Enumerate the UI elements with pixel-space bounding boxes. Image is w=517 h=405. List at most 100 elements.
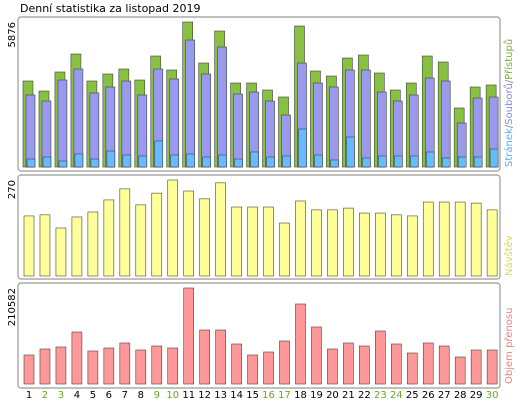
bar xyxy=(438,201,450,277)
legend: Objem přenosu xyxy=(503,308,515,384)
bar xyxy=(425,151,435,168)
bar xyxy=(231,206,242,277)
y-tick-label: 210582 xyxy=(7,288,18,326)
x-tick-label: 8 xyxy=(138,390,144,401)
bar xyxy=(454,356,466,385)
bar xyxy=(330,159,339,168)
bar xyxy=(183,190,194,277)
legend-entry: Objem přenosu xyxy=(503,308,515,384)
bar xyxy=(90,158,100,168)
x-tick-label: 29 xyxy=(470,390,483,401)
bar xyxy=(202,156,211,168)
bar xyxy=(298,128,307,168)
x-tick-label: 28 xyxy=(454,390,467,401)
x-tick-label: 5 xyxy=(90,390,96,401)
x-tick-label: 15 xyxy=(246,390,259,401)
bar xyxy=(457,156,467,168)
bar xyxy=(247,354,258,385)
x-tick-label: 16 xyxy=(262,390,275,401)
bar xyxy=(39,214,51,277)
bar xyxy=(378,155,387,168)
bar xyxy=(154,140,164,168)
bar xyxy=(394,155,403,168)
bar xyxy=(311,326,322,385)
bar xyxy=(438,345,450,385)
bar xyxy=(295,200,306,277)
bar xyxy=(201,73,211,168)
bar xyxy=(441,157,451,168)
bar xyxy=(263,351,274,385)
bar xyxy=(359,212,370,277)
bar xyxy=(361,69,371,168)
bar xyxy=(103,347,115,385)
x-tick-label: 13 xyxy=(214,390,227,401)
bar xyxy=(314,154,323,168)
bar xyxy=(233,93,243,168)
x-tick-label: 3 xyxy=(58,390,64,401)
bar xyxy=(74,153,84,168)
bar xyxy=(87,350,99,385)
x-tick-label: 19 xyxy=(310,390,323,401)
bar xyxy=(263,206,274,277)
x-tick-label: 27 xyxy=(438,390,451,401)
bar xyxy=(422,342,434,385)
bar xyxy=(327,348,338,385)
bar xyxy=(186,153,195,168)
bar xyxy=(472,97,483,168)
x-tick-label: 11 xyxy=(182,390,195,401)
bar xyxy=(391,214,402,277)
x-tick-label: 10 xyxy=(166,390,179,401)
bar xyxy=(185,39,195,168)
bar xyxy=(58,160,68,168)
bar xyxy=(217,46,227,168)
bar xyxy=(138,155,148,168)
bar xyxy=(23,354,35,385)
bar xyxy=(313,82,323,168)
bar xyxy=(343,342,354,385)
x-tick-label: 22 xyxy=(358,390,371,401)
bar xyxy=(247,206,258,277)
y-tick-label: 270 xyxy=(7,180,18,199)
x-tick-label: 20 xyxy=(326,390,339,401)
bar xyxy=(329,86,339,168)
bar xyxy=(440,80,451,168)
bar xyxy=(42,156,52,168)
x-tick-label: 9 xyxy=(154,390,160,401)
x-tick-label: 18 xyxy=(294,390,307,401)
bar xyxy=(199,329,210,385)
bar xyxy=(279,340,290,385)
bar xyxy=(486,209,498,277)
bar xyxy=(23,215,35,277)
bar xyxy=(151,345,163,385)
bar xyxy=(119,342,131,385)
bar xyxy=(218,154,227,168)
bar xyxy=(327,209,338,277)
x-tick-label: 21 xyxy=(342,390,355,401)
bar xyxy=(57,79,68,168)
bar xyxy=(73,68,84,168)
legend: Stránek/Souborů/Přístupů xyxy=(503,39,515,167)
y-tick-label: 5876 xyxy=(7,22,18,47)
bar xyxy=(359,345,370,385)
legend-entry: Přístupů xyxy=(503,39,515,80)
bar xyxy=(71,216,83,277)
bar xyxy=(282,155,291,168)
legend-separator: / xyxy=(504,124,515,128)
bar xyxy=(231,343,242,385)
bar xyxy=(151,192,163,277)
bar xyxy=(470,202,482,277)
bar xyxy=(406,215,418,277)
bar xyxy=(422,201,434,277)
legend-entry: Návštěv xyxy=(503,235,515,276)
bar xyxy=(25,94,36,168)
bar xyxy=(103,199,115,277)
bar xyxy=(55,346,67,385)
bar xyxy=(391,343,402,385)
bar xyxy=(473,156,483,168)
bar xyxy=(489,148,499,168)
x-tick-label: 2 xyxy=(42,390,48,401)
x-tick-label: 12 xyxy=(198,390,211,401)
bar xyxy=(71,331,83,385)
bar xyxy=(121,80,132,168)
legend-entry: Souborů xyxy=(503,83,515,125)
